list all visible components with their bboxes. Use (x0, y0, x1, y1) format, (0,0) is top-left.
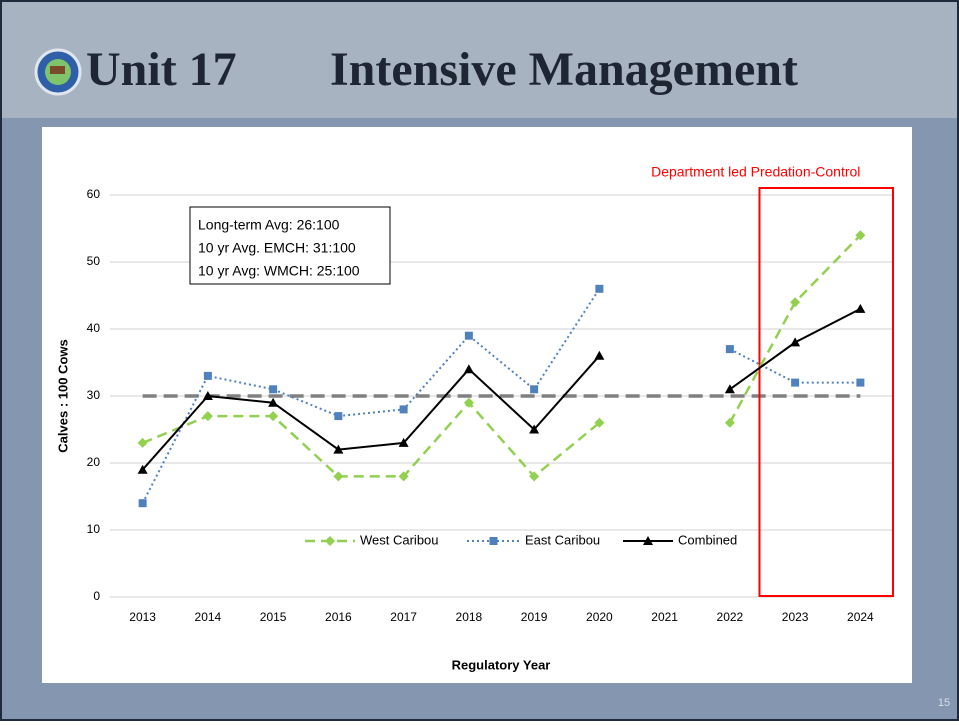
legend-label: East Caribou (525, 532, 600, 547)
slide-title: Unit 17 (86, 43, 237, 96)
slide-title: Intensive Management (330, 43, 798, 96)
page-number: 15 (938, 697, 950, 709)
series-line (141, 288, 861, 504)
x-tick-label: 2015 (260, 610, 287, 624)
marker (529, 424, 540, 434)
x-tick-label: 2018 (456, 610, 483, 624)
x-tick-label: 2017 (390, 610, 417, 624)
marker (463, 364, 474, 374)
highlight-label: Department led Predation-Control (651, 164, 860, 180)
marker (137, 437, 148, 448)
legend-label: Combined (678, 532, 737, 547)
marker (724, 384, 735, 394)
chart-area (42, 127, 912, 683)
marker (790, 337, 801, 347)
marker (855, 230, 866, 241)
marker (269, 385, 278, 394)
marker (791, 378, 800, 387)
marker (333, 471, 344, 482)
annotation-box (189, 206, 391, 285)
marker (595, 284, 604, 293)
y-tick-label: 50 (87, 254, 101, 268)
annotation-line: 10 yr Avg. EMCH: 31:100 (198, 240, 356, 256)
marker (855, 303, 866, 313)
marker (643, 536, 653, 545)
y-tick-label: 20 (87, 455, 101, 469)
x-tick-label: 2020 (586, 610, 613, 624)
marker (137, 464, 148, 474)
marker (333, 444, 344, 454)
marker (202, 411, 213, 422)
marker (202, 391, 213, 400)
marker (790, 297, 801, 308)
y-tick-label: 30 (87, 388, 101, 402)
marker (529, 471, 540, 482)
marker (530, 385, 539, 394)
marker (138, 499, 147, 508)
marker (334, 412, 343, 421)
legend-label: West Caribou (360, 532, 439, 547)
x-tick-label: 2021 (651, 610, 678, 624)
marker (464, 331, 473, 340)
logo (34, 48, 82, 96)
marker (856, 378, 865, 387)
marker (325, 536, 335, 546)
y-tick-label: 0 (93, 589, 100, 603)
annotation-line: Long-term Avg: 26:100 (198, 217, 340, 233)
y-tick-label: 60 (87, 187, 101, 201)
x-axis-title: Regulatory Year (452, 657, 551, 672)
x-tick-label: 2014 (195, 610, 222, 624)
marker (594, 417, 605, 428)
marker (463, 397, 474, 408)
header-band (0, 0, 959, 118)
highlight-box (758, 187, 894, 597)
y-tick-label: 10 (87, 522, 101, 536)
marker (203, 371, 212, 380)
x-tick-label: 2019 (521, 610, 548, 624)
x-tick-label: 2024 (847, 610, 874, 624)
x-tick-label: 2013 (129, 610, 156, 624)
marker (725, 345, 734, 354)
y-axis-title: Calves : 100 Cows (55, 339, 70, 452)
x-tick-label: 2022 (717, 610, 744, 624)
marker (398, 471, 409, 482)
marker (724, 417, 735, 428)
y-tick-label: 40 (87, 321, 101, 335)
marker (489, 537, 498, 545)
marker (268, 397, 279, 407)
x-tick-label: 2016 (325, 610, 352, 624)
x-tick-label: 2023 (782, 610, 809, 624)
annotation-line: 10 yr Avg: WMCH: 25:100 (198, 263, 360, 279)
marker (268, 411, 279, 422)
marker (399, 405, 408, 414)
marker (594, 350, 605, 360)
marker (398, 437, 409, 447)
